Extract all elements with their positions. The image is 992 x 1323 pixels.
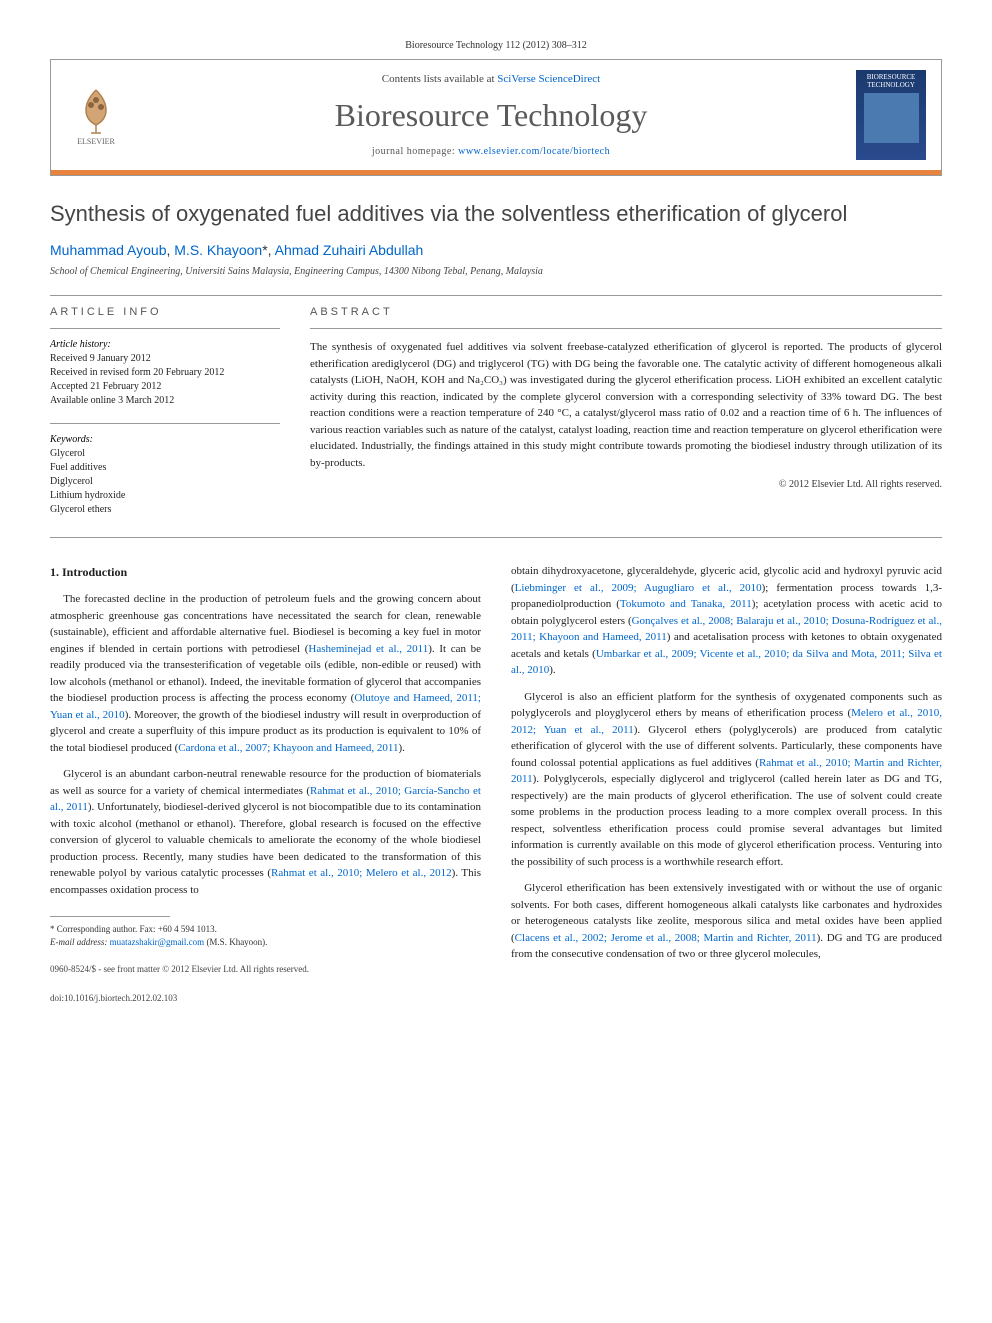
article-info-heading: ARTICLE INFO [50,306,280,318]
abstract-text: The synthesis of oxygenated fuel additiv… [310,339,942,471]
footer-doi: doi:10.1016/j.biortech.2012.02.103 [50,992,481,1006]
body-paragraph: Glycerol etherification has been extensi… [511,880,942,963]
email-link[interactable]: muatazshakir@gmail.com [110,937,205,947]
citation-link[interactable]: Tokumoto and Tanaka, 2011 [620,598,752,610]
affiliation: School of Chemical Engineering, Universi… [50,266,942,277]
history-line: Received 9 January 2012 [50,352,280,366]
elsevier-tree-icon [71,85,121,135]
author-1[interactable]: Muhammad Ayoub [50,242,166,258]
citation-link[interactable]: Liebminger et al., 2009; Augugliaro et a… [515,582,762,594]
citation-link[interactable]: Cardona et al., 2007; Khayoon and Hameed… [178,742,398,754]
contents-line: Contents lists available at SciVerse Sci… [126,73,856,85]
keyword: Fuel additives [50,461,280,475]
orange-divider [51,170,941,175]
section-heading: 1. Introduction [50,563,481,581]
body-paragraph: The forecasted decline in the production… [50,591,481,756]
article-info-block: ARTICLE INFO Article history: Received 9… [50,306,280,517]
citation-link[interactable]: Rahmat et al., 2010; Melero et al., 2012 [271,867,452,879]
keyword: Diglycerol [50,475,280,489]
sciencedirect-link[interactable]: SciVerse ScienceDirect [497,73,600,85]
authors-line: Muhammad Ayoub, M.S. Khayoon*, Ahmad Zuh… [50,242,942,258]
corr-marker: * [262,242,267,258]
history-line: Available online 3 March 2012 [50,394,280,408]
elsevier-logo: ELSEVIER [66,80,126,150]
homepage-label: journal homepage: [372,146,458,157]
journal-header-box: ELSEVIER Contents lists available at Sci… [50,59,942,176]
history-line: Received in revised form 20 February 201… [50,366,280,380]
homepage-line: journal homepage: www.elsevier.com/locat… [126,146,856,157]
journal-cover-thumb: BIORESOURCE TECHNOLOGY [856,70,926,160]
journal-title: Bioresource Technology [126,97,856,134]
author-2[interactable]: M.S. Khayoon [174,242,262,258]
citation-link[interactable]: Hasheminejad et al., 2011 [308,643,428,655]
contents-text: Contents lists available at [382,73,497,85]
header-citation: Bioresource Technology 112 (2012) 308–31… [50,40,942,51]
history-line: Accepted 21 February 2012 [50,380,280,394]
citation-link[interactable]: Clacens et al., 2002; Jerome et al., 200… [515,932,817,944]
abstract-copyright: © 2012 Elsevier Ltd. All rights reserved… [310,479,942,490]
keyword: Glycerol ethers [50,503,280,517]
publisher-name: ELSEVIER [77,137,115,146]
body-col-right: obtain dihydroxyacetone, glyceraldehyde,… [511,563,942,1005]
history-label: Article history: [50,339,280,350]
corresponding-author-footnote: * Corresponding author. Fax: +60 4 594 1… [50,923,481,936]
footer-issn: 0960-8524/$ - see front matter © 2012 El… [50,963,481,977]
divider [50,537,942,538]
article-title: Synthesis of oxygenated fuel additives v… [50,201,942,227]
keywords-label: Keywords: [50,434,280,445]
body-paragraph: Glycerol is an abundant carbon-neutral r… [50,766,481,898]
keyword: Glycerol [50,447,280,461]
footnote-rule [50,916,170,917]
body-paragraph: Glycerol is also an efficient platform f… [511,689,942,871]
cover-image-placeholder [864,93,919,143]
author-3[interactable]: Ahmad Zuhairi Abdullah [275,242,424,258]
divider [50,295,942,296]
homepage-link[interactable]: www.elsevier.com/locate/biortech [458,146,610,157]
body-col-left: 1. Introduction The forecasted decline i… [50,563,481,1005]
email-footnote: E-mail address: muatazshakir@gmail.com (… [50,936,481,949]
cover-title: BIORESOURCE TECHNOLOGY [860,74,922,89]
abstract-heading: ABSTRACT [310,306,942,318]
keyword: Lithium hydroxide [50,489,280,503]
abstract-block: ABSTRACT The synthesis of oxygenated fue… [310,306,942,517]
body-paragraph: obtain dihydroxyacetone, glyceraldehyde,… [511,563,942,679]
